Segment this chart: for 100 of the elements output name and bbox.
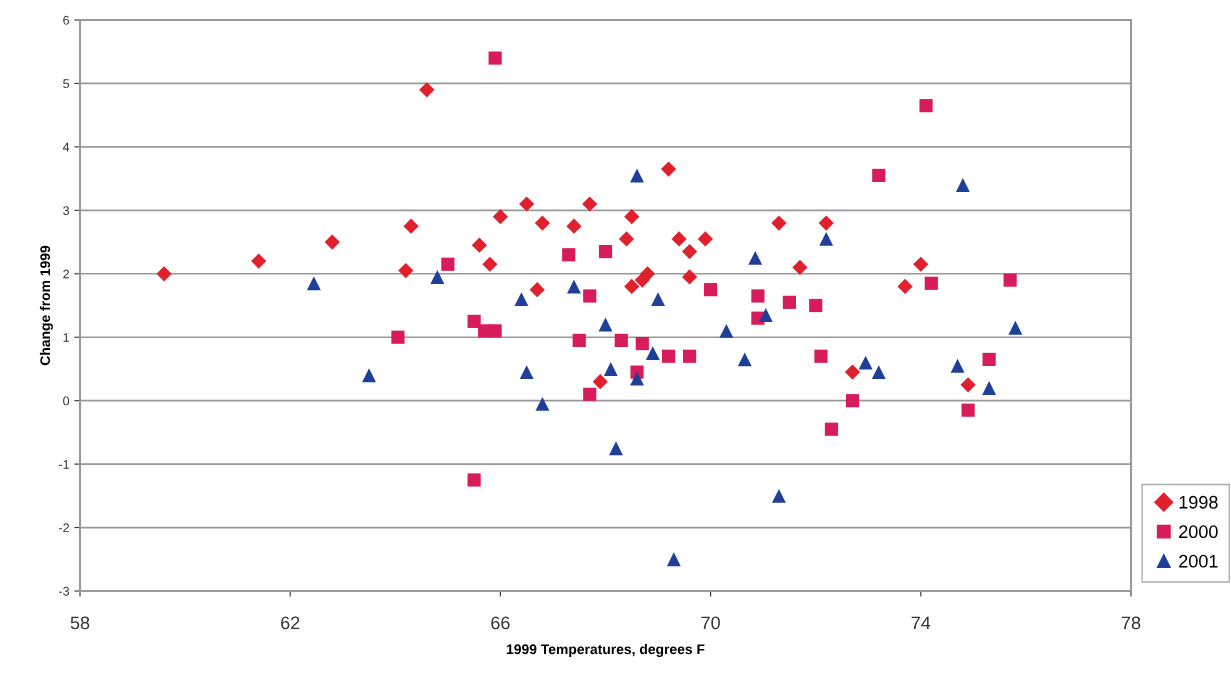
point: [398, 263, 414, 279]
point: [567, 279, 581, 294]
point: [671, 231, 687, 247]
y-tick-label: 5: [63, 79, 70, 89]
point: [519, 365, 534, 380]
point: [919, 99, 933, 113]
point: [814, 349, 828, 363]
point: [471, 237, 487, 253]
point: [771, 215, 787, 231]
x-tick-label: 74: [911, 616, 931, 630]
point: [582, 196, 598, 212]
point: [651, 292, 665, 307]
point: [630, 168, 644, 183]
point: [845, 394, 860, 408]
point: [661, 349, 676, 363]
point: [1003, 273, 1017, 287]
y-tick-label: 6: [63, 15, 70, 25]
point: [645, 346, 660, 361]
y-tick-label: 3: [63, 206, 70, 215]
point: [809, 298, 823, 313]
point: [824, 422, 839, 436]
point: [467, 314, 481, 328]
point: [603, 362, 618, 376]
point: [697, 231, 713, 247]
point: [624, 278, 640, 295]
y-tick-label: -2: [59, 523, 69, 533]
point: [306, 276, 321, 291]
point: [592, 374, 608, 390]
point: [514, 292, 529, 307]
point: [924, 276, 938, 290]
point: [419, 82, 435, 98]
point: [391, 330, 405, 344]
x-tick-label: 62: [281, 616, 300, 630]
point: [534, 215, 551, 231]
point: [572, 333, 586, 347]
point: [519, 196, 535, 212]
point: [1008, 320, 1023, 335]
x-tick-label: 66: [491, 616, 510, 630]
point: [535, 396, 550, 411]
point: [704, 283, 718, 297]
point: [871, 365, 886, 380]
x-tick-label: 78: [1121, 616, 1141, 630]
point: [961, 403, 975, 417]
point: [566, 218, 582, 234]
point: [982, 381, 997, 395]
point: [441, 257, 455, 271]
point: [751, 289, 765, 303]
point: [529, 282, 545, 298]
legend-label: 2001: [1179, 554, 1218, 568]
point: [682, 349, 697, 363]
point: [609, 441, 623, 456]
point: [660, 161, 677, 177]
point: [982, 352, 996, 367]
point: [618, 231, 635, 247]
point: [913, 256, 929, 272]
point: [639, 266, 656, 282]
point: [624, 209, 640, 225]
y-tick-label: 0: [63, 396, 70, 406]
point: [666, 552, 681, 567]
point: [467, 473, 481, 487]
point: [562, 248, 576, 262]
y-tick-label: 1: [63, 333, 69, 342]
point: [598, 244, 613, 259]
point: [488, 324, 502, 338]
point: [782, 295, 797, 309]
y-tick-label: 2: [63, 269, 69, 279]
point: [324, 234, 340, 250]
point: [583, 289, 597, 303]
point: [897, 278, 913, 295]
point: [872, 168, 886, 183]
point: [635, 336, 649, 351]
y-tick-label: 4: [62, 142, 70, 152]
point: [488, 51, 502, 65]
point: [737, 352, 752, 367]
point: [960, 377, 976, 393]
point: [614, 333, 628, 347]
point: [748, 250, 763, 265]
point: [362, 368, 376, 383]
point: [630, 371, 644, 386]
x-tick-label: 70: [701, 616, 720, 630]
point: [430, 270, 445, 284]
point: [403, 218, 419, 234]
y-tick-label: -1: [59, 460, 69, 469]
y-tick-label: -3: [59, 586, 70, 596]
point: [681, 269, 698, 285]
x-tick-label: 58: [70, 616, 90, 630]
point: [950, 358, 965, 373]
point: [251, 253, 267, 269]
point: [844, 364, 861, 380]
point: [492, 209, 509, 225]
legend-label: 1998: [1179, 495, 1218, 509]
point: [819, 231, 834, 246]
point: [818, 215, 834, 231]
point: [792, 259, 808, 276]
point: [583, 387, 597, 401]
point: [681, 243, 698, 260]
point: [858, 355, 873, 370]
legend-label: 2000: [1179, 525, 1218, 539]
x-axis-title: 1999 Temperatures, degrees F: [506, 643, 705, 657]
y-axis-title: Change from 1999: [39, 245, 53, 366]
